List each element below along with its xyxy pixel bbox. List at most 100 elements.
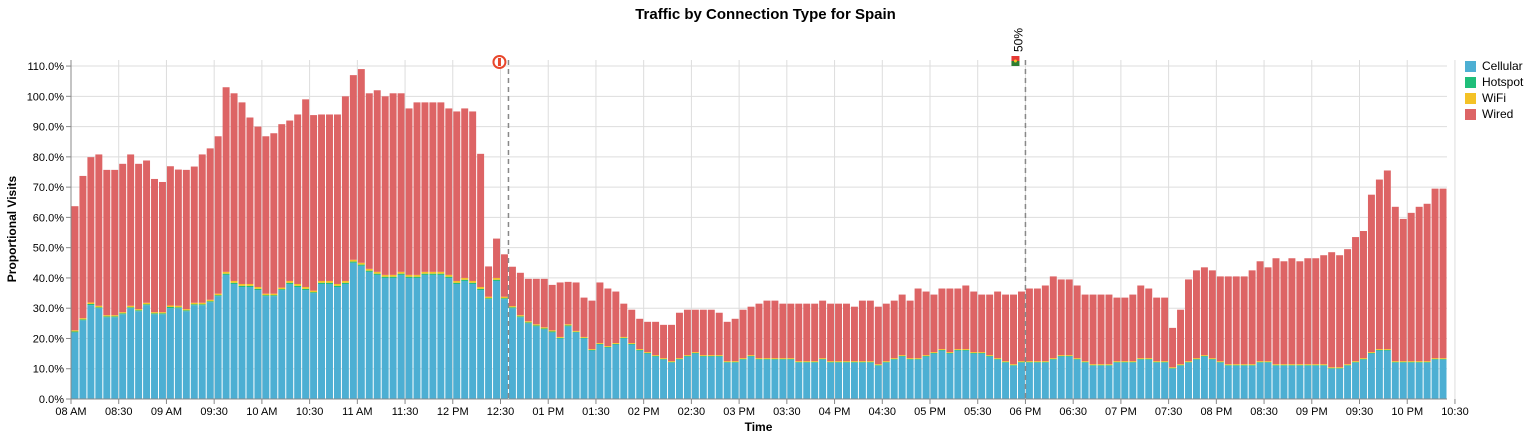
legend-swatch bbox=[1465, 60, 1476, 72]
bar-wifi bbox=[461, 277, 469, 280]
bar-hotspot bbox=[811, 362, 819, 363]
bar-hotspot bbox=[1248, 365, 1256, 366]
bar-hotspot bbox=[357, 264, 365, 266]
bar-wired bbox=[214, 136, 222, 294]
bar-cellular bbox=[755, 359, 763, 399]
bar-wired bbox=[87, 157, 95, 303]
bar-wifi bbox=[318, 280, 326, 283]
bar-wired bbox=[501, 254, 508, 297]
bar-wired bbox=[994, 291, 1002, 359]
bar-hotspot bbox=[1280, 365, 1288, 366]
bar-hotspot bbox=[675, 359, 683, 360]
bar-hotspot bbox=[445, 276, 453, 278]
x-tick-label: 08 AM bbox=[55, 406, 86, 418]
bar-hotspot bbox=[882, 362, 890, 363]
bar-cellular bbox=[1296, 365, 1304, 399]
bar-cellular bbox=[1415, 362, 1423, 399]
bar-hotspot bbox=[71, 331, 79, 333]
bar-wifi bbox=[1169, 367, 1177, 369]
bar-cellular bbox=[874, 365, 882, 399]
bar-wired bbox=[596, 282, 604, 344]
bar-cellular bbox=[1399, 362, 1407, 399]
bar-cellular bbox=[1360, 359, 1367, 399]
bar-wired bbox=[79, 175, 87, 319]
bar-wifi bbox=[819, 358, 827, 360]
bar-cellular bbox=[1383, 350, 1391, 399]
x-tick-label: 11:30 bbox=[392, 406, 419, 418]
bar-hotspot bbox=[182, 310, 190, 312]
bar-wired bbox=[556, 282, 564, 337]
bar-hotspot bbox=[262, 295, 270, 297]
bar-hotspot bbox=[572, 331, 580, 333]
bar-hotspot bbox=[803, 362, 811, 363]
bar-hotspot bbox=[652, 356, 660, 357]
bar-wifi bbox=[151, 312, 158, 314]
bar-hotspot bbox=[1089, 365, 1097, 366]
bar-hotspot bbox=[461, 279, 469, 281]
bar-cellular bbox=[501, 299, 508, 399]
bar-wifi bbox=[1232, 364, 1240, 366]
bar-wired bbox=[1336, 255, 1344, 368]
bar-hotspot bbox=[874, 365, 882, 366]
bar-hotspot bbox=[87, 303, 95, 306]
bar-wired bbox=[1010, 294, 1017, 365]
bar-cellular bbox=[453, 283, 461, 399]
bar-hotspot bbox=[660, 359, 668, 360]
legend-label: Cellular bbox=[1482, 59, 1523, 73]
bar-hotspot bbox=[373, 273, 381, 275]
bar-wifi bbox=[1320, 364, 1328, 366]
bar-wired bbox=[675, 312, 683, 359]
bar-cellular bbox=[469, 283, 477, 399]
bar-wired bbox=[986, 294, 994, 356]
bar-hotspot bbox=[1097, 365, 1105, 366]
bar-wired bbox=[1105, 294, 1113, 365]
bar-wired bbox=[341, 96, 349, 281]
y-tick-label: 20.0% bbox=[33, 333, 64, 345]
bar-wifi bbox=[501, 296, 508, 299]
bar-wifi bbox=[357, 262, 365, 265]
bar-wired bbox=[811, 303, 819, 362]
bar-wifi bbox=[413, 274, 421, 277]
bar-wifi bbox=[866, 361, 874, 363]
bar-wired bbox=[302, 99, 310, 288]
bar-wired bbox=[604, 288, 612, 347]
bar-cellular bbox=[349, 262, 357, 399]
bar-wired bbox=[699, 309, 707, 356]
bar-wifi bbox=[827, 361, 835, 363]
bar-cellular bbox=[71, 332, 79, 399]
bar-hotspot bbox=[143, 304, 151, 306]
bar-wired bbox=[294, 114, 302, 284]
y-tick-label: 90.0% bbox=[33, 122, 64, 134]
bar-hotspot bbox=[819, 359, 827, 360]
bar-wired bbox=[222, 87, 230, 272]
bar-hotspot bbox=[1407, 362, 1415, 363]
bar-wifi bbox=[1352, 361, 1360, 363]
bar-wired bbox=[1296, 261, 1304, 365]
bar-cellular bbox=[1169, 368, 1177, 399]
bar-cellular bbox=[1367, 353, 1375, 399]
bar-hotspot bbox=[787, 359, 795, 360]
bar-hotspot bbox=[668, 362, 675, 363]
bar-cellular bbox=[270, 296, 278, 399]
bar-wired bbox=[1344, 249, 1352, 365]
bar-wifi bbox=[970, 352, 978, 353]
bar-wired bbox=[1367, 194, 1375, 353]
bar-hotspot bbox=[1002, 362, 1010, 363]
bar-wired bbox=[1169, 327, 1177, 368]
bar-wired bbox=[1041, 285, 1049, 362]
bar-hotspot bbox=[532, 325, 540, 327]
bar-cellular bbox=[580, 338, 588, 399]
bar-cellular bbox=[1192, 359, 1200, 399]
bar-wired bbox=[572, 282, 580, 331]
bar-wifi bbox=[254, 287, 262, 289]
bar-wifi bbox=[174, 305, 182, 308]
bar-hotspot bbox=[365, 270, 373, 272]
bar-wired bbox=[270, 133, 278, 294]
x-tick-label: 06:30 bbox=[1059, 406, 1087, 418]
bar-hotspot bbox=[580, 337, 588, 339]
bar-wifi bbox=[548, 330, 556, 332]
bar-hotspot bbox=[946, 352, 954, 354]
bar-cellular bbox=[1002, 362, 1010, 399]
bar-wifi bbox=[95, 305, 103, 308]
bar-wired bbox=[564, 281, 572, 325]
